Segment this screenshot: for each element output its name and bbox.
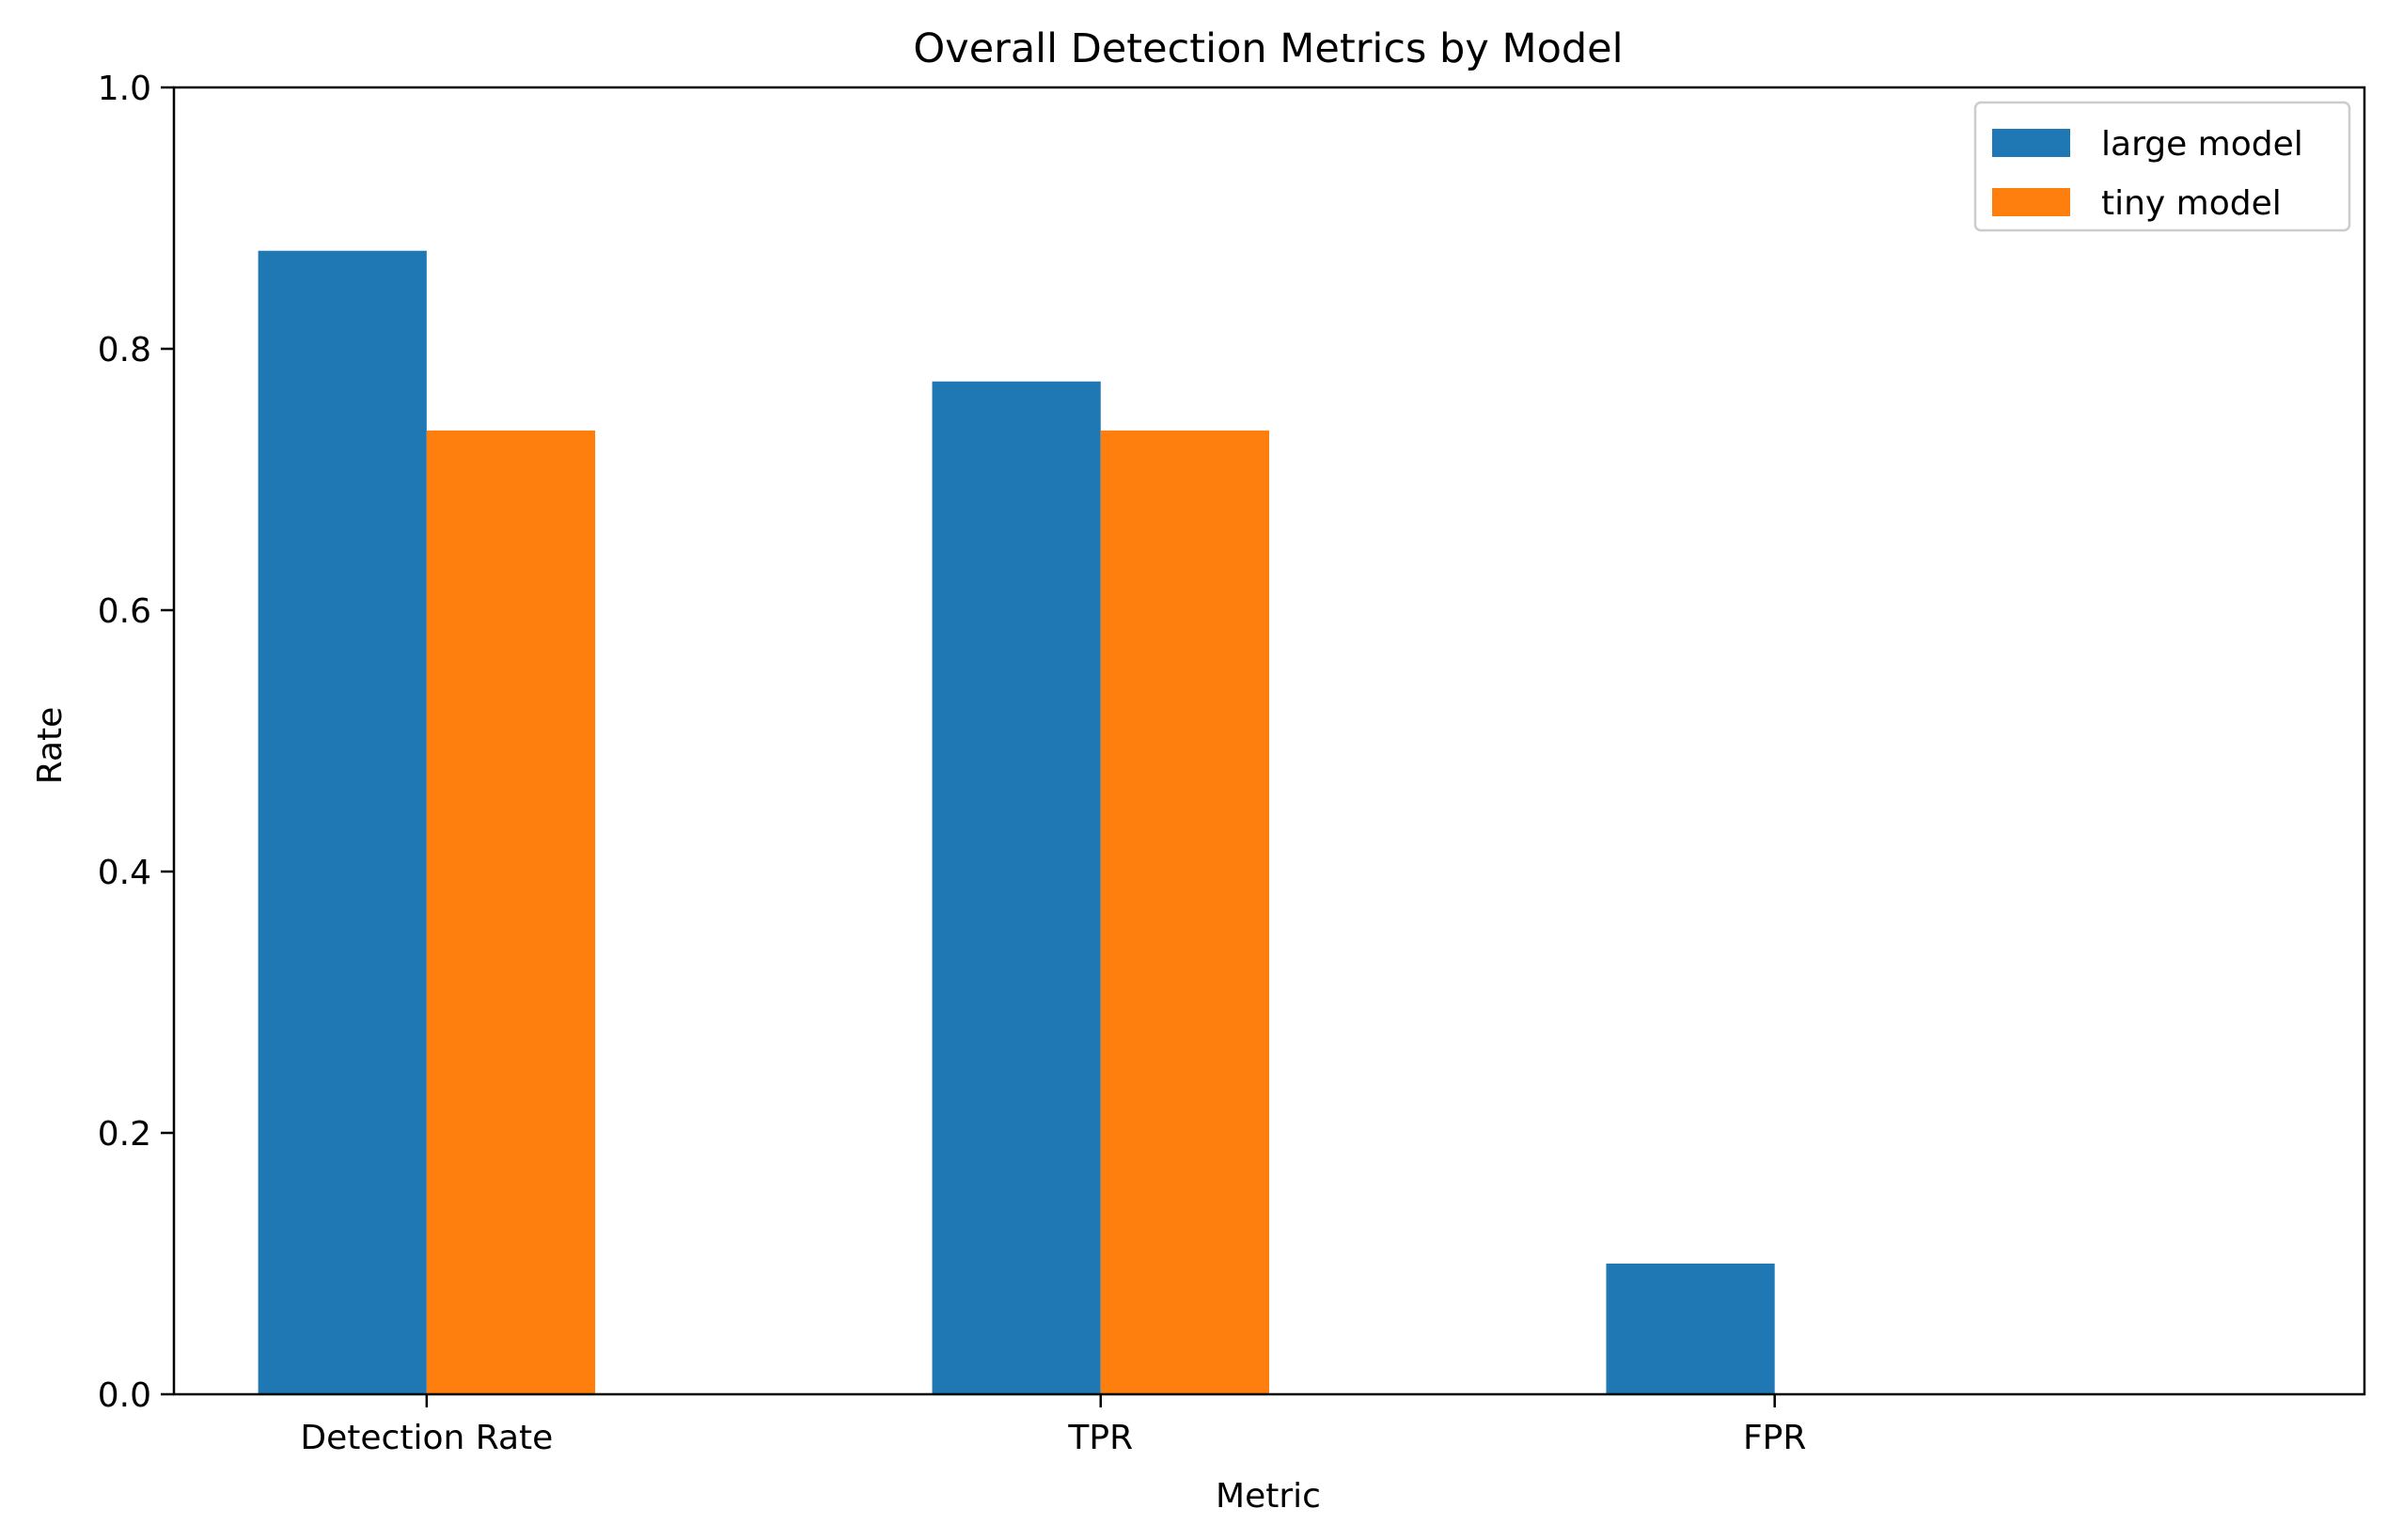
y-axis-label: Rate bbox=[31, 707, 70, 785]
legend-label-tiny-model: tiny model bbox=[2101, 184, 2282, 223]
chart-title: Overall Detection Metrics by Model bbox=[913, 25, 1623, 72]
y-axis: 0.0 0.2 0.4 0.6 0.8 1.0 bbox=[98, 70, 174, 1415]
bar-large-model-detection-rate bbox=[258, 250, 427, 1394]
y-tick-label: 0.6 bbox=[98, 592, 151, 631]
x-axis-label: Metric bbox=[1216, 1477, 1321, 1516]
x-axis: Detection Rate TPR FPR bbox=[300, 1394, 1806, 1457]
legend-swatch-large-model bbox=[1992, 129, 2070, 157]
bars-group bbox=[258, 250, 1775, 1394]
x-tick-label: FPR bbox=[1743, 1419, 1806, 1457]
bar-tiny-model-detection-rate bbox=[426, 430, 596, 1394]
y-tick-label: 0.4 bbox=[98, 854, 151, 892]
y-tick-label: 0.0 bbox=[98, 1376, 151, 1415]
bar-large-model-fpr bbox=[1606, 1264, 1775, 1394]
bar-tiny-model-tpr bbox=[1100, 430, 1269, 1394]
x-tick-label: TPR bbox=[1067, 1419, 1133, 1457]
y-tick-label: 1.0 bbox=[98, 70, 151, 108]
legend-swatch-tiny-model bbox=[1992, 188, 2070, 216]
legend: large model tiny model bbox=[1973, 101, 2351, 232]
y-tick-label: 0.2 bbox=[98, 1115, 151, 1154]
bar-large-model-tpr bbox=[932, 381, 1101, 1394]
y-tick-label: 0.8 bbox=[98, 331, 151, 369]
plot-frame bbox=[172, 86, 2366, 1396]
legend-label-large-model: large model bbox=[2101, 125, 2303, 164]
x-tick-label: Detection Rate bbox=[300, 1419, 553, 1457]
